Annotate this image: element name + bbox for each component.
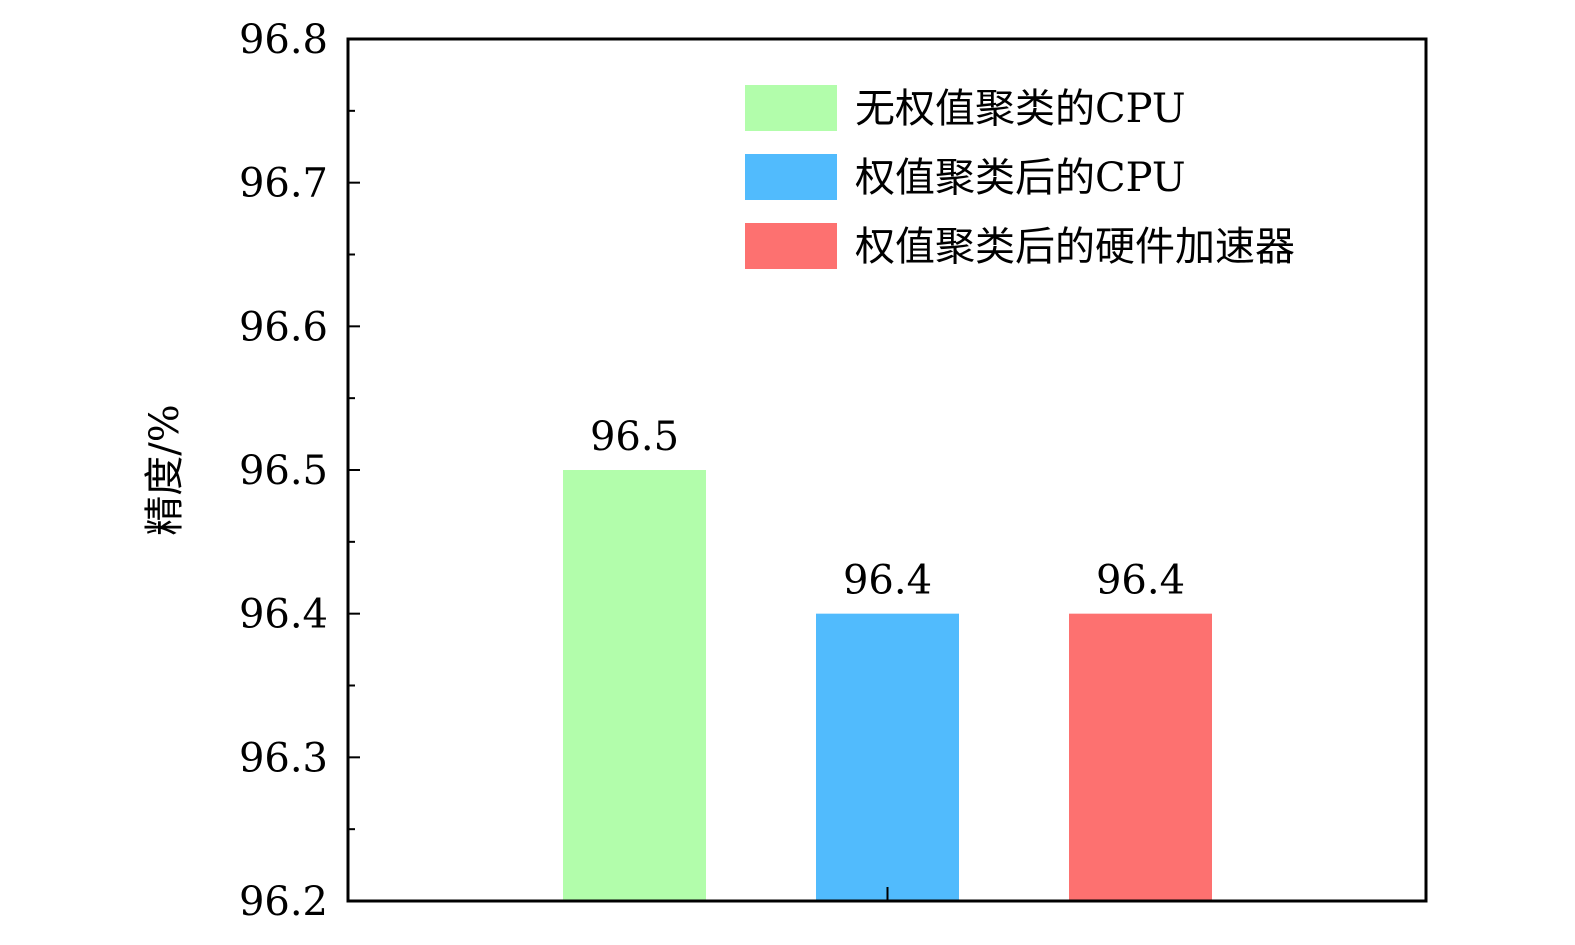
legend-swatch-1	[745, 85, 837, 131]
legend: 无权值聚类的CPU 权值聚类后的CPU 权值聚类后的硬件加速器	[745, 85, 1295, 270]
data-labels-group: 96.5 96.4 96.4	[590, 414, 1185, 604]
y-tick-label: 96.3	[239, 735, 328, 781]
y-tick-label: 96.6	[239, 304, 328, 350]
bar-series-1	[563, 470, 706, 901]
legend-label-1: 无权值聚类的CPU	[855, 86, 1186, 132]
y-tick-label: 96.4	[239, 592, 328, 638]
y-tick-label: 96.5	[239, 448, 328, 494]
bar-value-label: 96.4	[843, 558, 932, 604]
bar-value-label: 96.4	[1096, 558, 1185, 604]
legend-swatch-3	[745, 223, 837, 269]
legend-label-3: 权值聚类后的硬件加速器	[855, 224, 1295, 270]
legend-swatch-2	[745, 154, 837, 200]
y-tick-label: 96.2	[239, 879, 328, 925]
legend-label-2: 权值聚类后的CPU	[855, 155, 1186, 201]
y-axis-title: 精度/%	[142, 404, 188, 535]
bar-series-3	[1069, 613, 1212, 901]
y-tick-label: 96.7	[239, 161, 328, 207]
y-tick-label: 96.8	[239, 17, 328, 63]
y-axis: 96.2 96.3 96.4 96.5 96.6 96.7 96.8	[239, 17, 360, 925]
bar-value-label: 96.5	[590, 414, 679, 460]
bar-series-2	[816, 613, 959, 901]
bars-group	[563, 470, 1212, 901]
